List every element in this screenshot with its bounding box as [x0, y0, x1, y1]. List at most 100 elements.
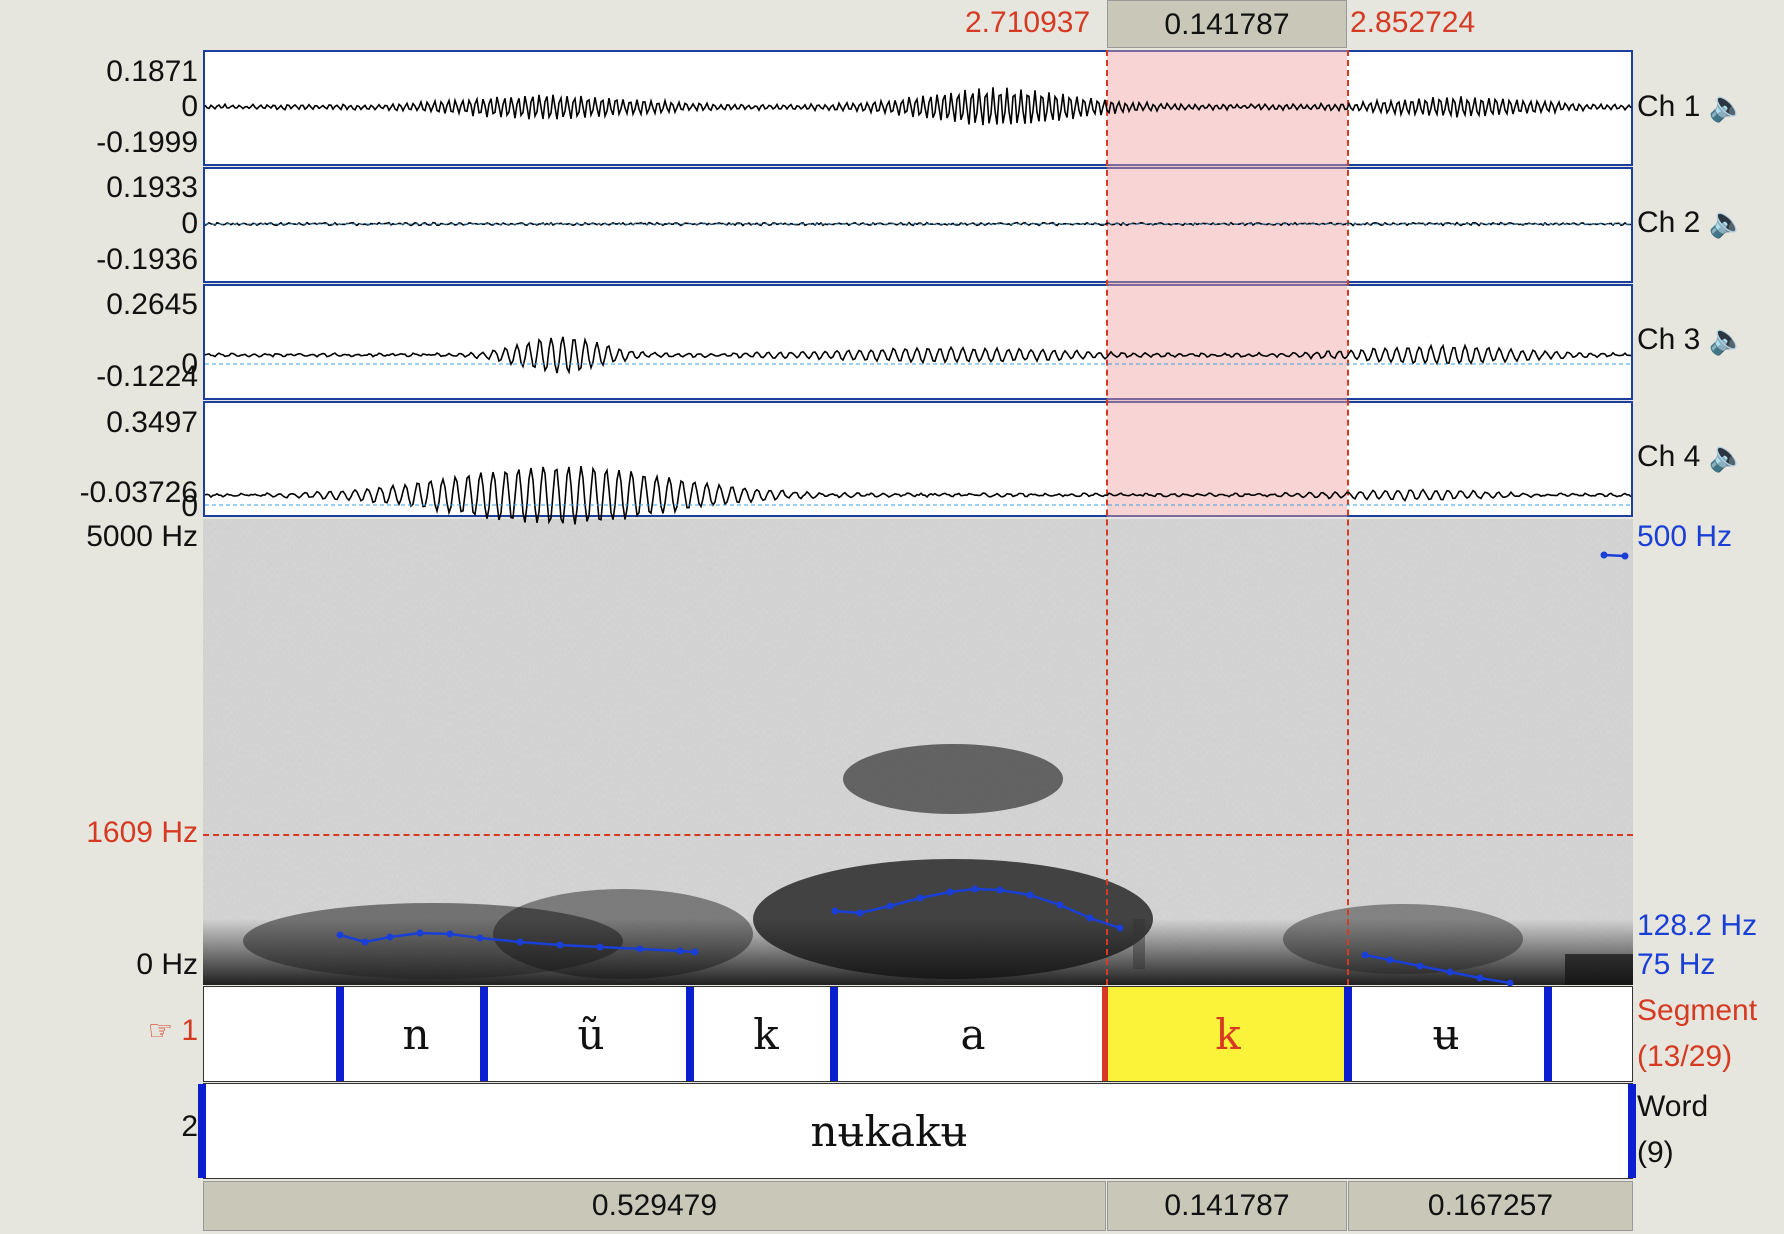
- ch2-zero: 0: [181, 209, 198, 239]
- channel-4-label[interactable]: Ch 4 🔈: [1637, 442, 1746, 472]
- channel-1-name: Ch 1: [1637, 90, 1700, 123]
- segment-interval[interactable]: a: [838, 987, 1108, 1081]
- segment-boundary[interactable]: [686, 987, 694, 1081]
- pitch-point: [1477, 975, 1484, 982]
- pitch-point: [1027, 892, 1034, 899]
- channel-3-trace: [205, 337, 1631, 373]
- ch4-min: -0.03726: [80, 478, 198, 508]
- pitch-point: [517, 939, 524, 946]
- tier-1-number[interactable]: ☞ 1: [148, 1016, 198, 1046]
- pitch-value-label: 128.2 Hz: [1637, 911, 1757, 941]
- word-label: nʉkakʉ: [810, 1107, 967, 1156]
- duration-selection[interactable]: 0.141787: [1107, 1181, 1347, 1231]
- tier-1-count: (13/29): [1637, 1042, 1732, 1072]
- pitch-point: [947, 889, 954, 896]
- ch3-max: 0.2645: [106, 290, 198, 320]
- tier-1-index: 1: [181, 1014, 198, 1047]
- spectrogram-bottom-frequency: 0 Hz: [136, 950, 198, 980]
- duration-before-selection[interactable]: 0.529479: [203, 1181, 1106, 1231]
- pitch-point: [447, 931, 454, 938]
- word-boundary[interactable]: [1628, 1084, 1636, 1178]
- speaker-icon[interactable]: 🔈: [1709, 440, 1746, 473]
- segment-boundary-selected[interactable]: [1102, 987, 1108, 1081]
- segment-boundary[interactable]: [1344, 987, 1352, 1081]
- speaker-icon[interactable]: 🔈: [1709, 90, 1746, 123]
- segment-label: a: [960, 1010, 985, 1059]
- ch1-zero: 0: [181, 92, 198, 122]
- pitch-point: [362, 939, 369, 946]
- pitch-bottom-label: 75 Hz: [1637, 950, 1715, 980]
- word-tier[interactable]: nʉkakʉ: [203, 1083, 1633, 1179]
- segment-label: ũ: [577, 1010, 604, 1059]
- pitch-point: [972, 886, 979, 893]
- pitch-point: [692, 949, 699, 956]
- channel-1-label[interactable]: Ch 1 🔈: [1637, 92, 1746, 122]
- segment-boundary[interactable]: [830, 987, 838, 1081]
- channel-3-label[interactable]: Ch 3 🔈: [1637, 325, 1746, 355]
- pitch-point: [1622, 553, 1629, 560]
- pitch-point: [917, 895, 924, 902]
- segment-label: n: [402, 1010, 429, 1059]
- pitch-point: [1117, 925, 1124, 932]
- pitch-top-label: 500 Hz: [1637, 522, 1732, 552]
- segment-interval[interactable]: ʉ: [1348, 987, 1544, 1081]
- tier-2-name: Word: [1637, 1092, 1708, 1122]
- pitch-point: [1057, 902, 1064, 909]
- pitch-point: [557, 942, 564, 949]
- channel-4-name: Ch 4: [1637, 440, 1700, 473]
- pitch-point: [1601, 552, 1608, 559]
- channel-1-trace: [205, 87, 1631, 125]
- ch4-zero: 0: [181, 492, 198, 522]
- pitch-point: [637, 946, 644, 953]
- ch1-max: 0.1871: [106, 57, 198, 87]
- speaker-icon[interactable]: 🔈: [1709, 323, 1746, 356]
- ch4-max: 0.3497: [106, 408, 198, 438]
- segment-boundary[interactable]: [336, 987, 344, 1081]
- pitch-point: [997, 887, 1004, 894]
- pitch-point: [677, 948, 684, 955]
- segment-boundary[interactable]: [1544, 987, 1552, 1081]
- pitch-point: [887, 903, 894, 910]
- word-boundary[interactable]: [198, 1084, 206, 1178]
- channel-2-label[interactable]: Ch 2 🔈: [1637, 208, 1746, 238]
- ch2-max: 0.1933: [106, 173, 198, 203]
- speaker-icon[interactable]: 🔈: [1709, 206, 1746, 239]
- channel-2-name: Ch 2: [1637, 206, 1700, 239]
- pitch-segment: [835, 889, 1120, 928]
- pitch-point: [1387, 957, 1394, 964]
- segment-interval[interactable]: n: [344, 987, 488, 1081]
- segment-label: k: [753, 1010, 778, 1059]
- segment-label: ʉ: [1432, 1010, 1459, 1059]
- pitch-point: [857, 910, 864, 917]
- spectrogram-top-frequency: 5000 Hz: [86, 522, 198, 552]
- segment-interval[interactable]: ũ: [488, 987, 694, 1081]
- channel-3-name: Ch 3: [1637, 323, 1700, 356]
- pitch-point: [1087, 915, 1094, 922]
- spectrogram-cursor-frequency: 1609 Hz: [86, 818, 198, 848]
- pitch-point: [1447, 969, 1454, 976]
- duration-after-selection[interactable]: 0.167257: [1348, 1181, 1633, 1231]
- segment-boundary[interactable]: [480, 987, 488, 1081]
- pitch-point: [597, 944, 604, 951]
- pitch-point: [832, 908, 839, 915]
- pitch-point: [337, 932, 344, 939]
- waveform-traces: [205, 87, 1631, 524]
- ch3-min: -0.1224: [96, 362, 198, 392]
- segment-tier[interactable]: n ũ k a k ʉ: [203, 986, 1633, 1082]
- pitch-point: [1417, 963, 1424, 970]
- pitch-point: [387, 934, 394, 941]
- tier-2-number[interactable]: 2: [181, 1112, 198, 1142]
- word-interval[interactable]: nʉkakʉ: [204, 1084, 1634, 1178]
- segment-interval[interactable]: k: [694, 987, 838, 1081]
- pointer-icon: ☞: [148, 1015, 173, 1046]
- segment-interval-selected[interactable]: k: [1108, 987, 1348, 1081]
- ch1-min: -0.1999: [96, 128, 198, 158]
- pitch-point: [477, 935, 484, 942]
- tier-2-count: (9): [1637, 1138, 1674, 1168]
- pitch-point: [417, 930, 424, 937]
- segment-label-selected: k: [1215, 1010, 1240, 1059]
- ch2-min: -0.1936: [96, 245, 198, 275]
- pitch-point: [1362, 952, 1369, 959]
- pitch-contour: [337, 552, 1629, 987]
- channel-4-trace: [205, 466, 1631, 524]
